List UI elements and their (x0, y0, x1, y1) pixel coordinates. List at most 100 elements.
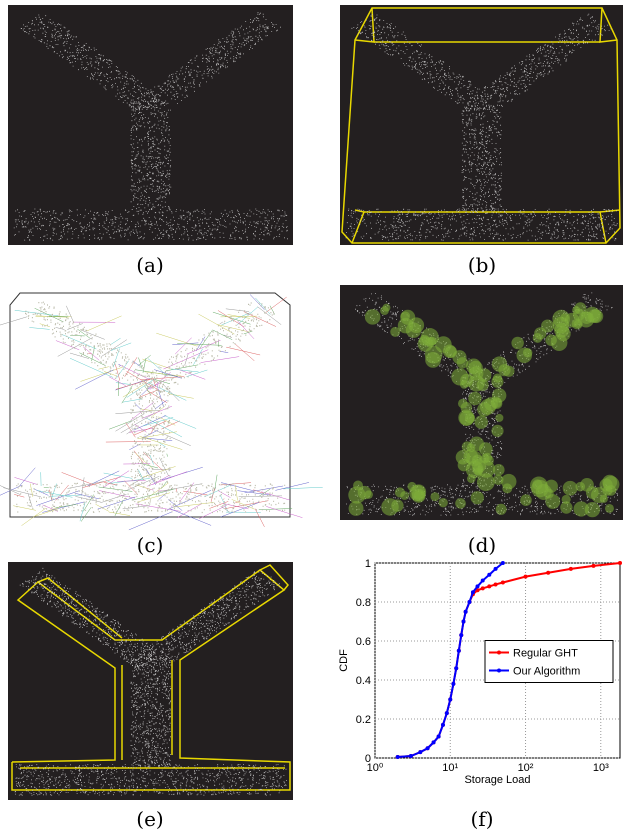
skeleton-blob (545, 494, 560, 509)
panel-e (8, 562, 293, 800)
x-tick-label: 10¹ (442, 762, 458, 774)
marker (418, 750, 422, 754)
skeleton-blob (365, 309, 381, 325)
y-axis-label: CDF (338, 649, 350, 672)
marker (409, 754, 413, 758)
marker (445, 711, 449, 715)
skeleton-blob (493, 475, 503, 485)
skeleton-blob (572, 306, 580, 314)
x-tick-label: 10² (518, 762, 534, 774)
marker (487, 573, 491, 577)
y-tick-label: 0.2 (356, 714, 371, 726)
caption: (e) (136, 807, 163, 831)
skeleton-blob (457, 357, 469, 369)
skeleton-blob (391, 499, 403, 511)
marker (591, 564, 595, 568)
marker (494, 582, 498, 586)
marker (471, 590, 475, 594)
marker (481, 579, 485, 583)
legend-label: Our Algorithm (513, 666, 580, 678)
skeleton-blob (495, 414, 503, 422)
skeleton-blob (460, 374, 473, 387)
marker (462, 620, 466, 624)
skeleton-blob (588, 309, 602, 323)
marker (569, 567, 573, 571)
marker (454, 666, 458, 670)
caption: (f) (470, 807, 493, 831)
skeleton-blob (552, 310, 570, 328)
marker (467, 600, 471, 604)
marker (501, 581, 505, 585)
skeleton-blob (591, 487, 607, 503)
marker (501, 561, 505, 565)
skeleton-blob (477, 402, 491, 416)
marker (432, 740, 436, 744)
marker (448, 698, 452, 702)
skeleton-blob (472, 459, 486, 473)
legend-swatch (497, 651, 501, 655)
skeleton-blob (465, 413, 475, 423)
skeleton-blob (498, 364, 510, 376)
skeleton-blob (560, 501, 572, 513)
y-tick-label: 0.4 (356, 675, 371, 687)
marker (457, 649, 461, 653)
skeleton-blob (575, 482, 585, 492)
skeleton-blob (430, 492, 439, 501)
marker (481, 586, 485, 590)
marker (464, 610, 468, 614)
legend-swatch (497, 669, 501, 673)
skeleton-blob (400, 491, 409, 500)
skeleton-blob (605, 504, 614, 513)
skeleton-blob (439, 498, 448, 507)
skeleton-blob (574, 320, 582, 328)
caption: (c) (137, 533, 164, 557)
skeleton-blob (419, 335, 430, 346)
marker (494, 567, 498, 571)
page: (a) (b) (c) (d) (e) (f) 10⁰10¹10²10³00.2… (0, 0, 623, 834)
marker (437, 735, 441, 739)
y-tick-label: 0.6 (356, 636, 371, 648)
marker (475, 584, 479, 588)
skeleton-blob (545, 334, 557, 346)
skeleton-blob (425, 346, 443, 364)
skeleton-blob (603, 476, 619, 492)
y-tick-label: 0.8 (356, 597, 371, 609)
skeleton-blob (471, 491, 484, 504)
skeleton-blob (496, 504, 507, 515)
skeleton-blob (461, 402, 473, 414)
marker (441, 723, 445, 727)
skeleton-blob (401, 311, 410, 320)
skeleton-blob (511, 337, 523, 349)
skeleton-blob (469, 361, 483, 375)
marker (618, 561, 622, 565)
skeleton-blob (408, 317, 424, 333)
skeleton-blob (563, 481, 578, 496)
skeleton-blob (517, 348, 532, 363)
marker (451, 682, 455, 686)
skeleton-blob (541, 319, 554, 332)
skeleton-blob (382, 304, 390, 312)
skeleton-blob (501, 474, 516, 489)
skeleton-blob (348, 486, 365, 503)
caption: (a) (136, 253, 164, 277)
skeleton-blob (474, 415, 488, 429)
skeleton-blob (443, 345, 456, 358)
marker (396, 755, 400, 759)
skeleton-blob (520, 494, 532, 506)
legend-label: Regular GHT (513, 648, 578, 660)
x-axis-label: Storage Load (464, 774, 530, 786)
y-tick-label: 1 (365, 558, 371, 570)
skeleton-blob (409, 485, 425, 501)
marker (546, 571, 550, 575)
x-tick-label: 10³ (593, 762, 609, 774)
skeleton-blob (574, 501, 589, 516)
caption: (d) (468, 533, 496, 557)
skeleton-blob (455, 498, 466, 509)
panel-a (8, 5, 293, 245)
skeleton-blob (467, 474, 476, 483)
skeleton-blob (468, 392, 481, 405)
skeleton-blob (491, 425, 503, 437)
skeleton-blob (492, 388, 506, 402)
marker (459, 633, 463, 637)
figure: (a) (b) (c) (d) (e) (f) 10⁰10¹10²10³00.2… (0, 0, 623, 834)
